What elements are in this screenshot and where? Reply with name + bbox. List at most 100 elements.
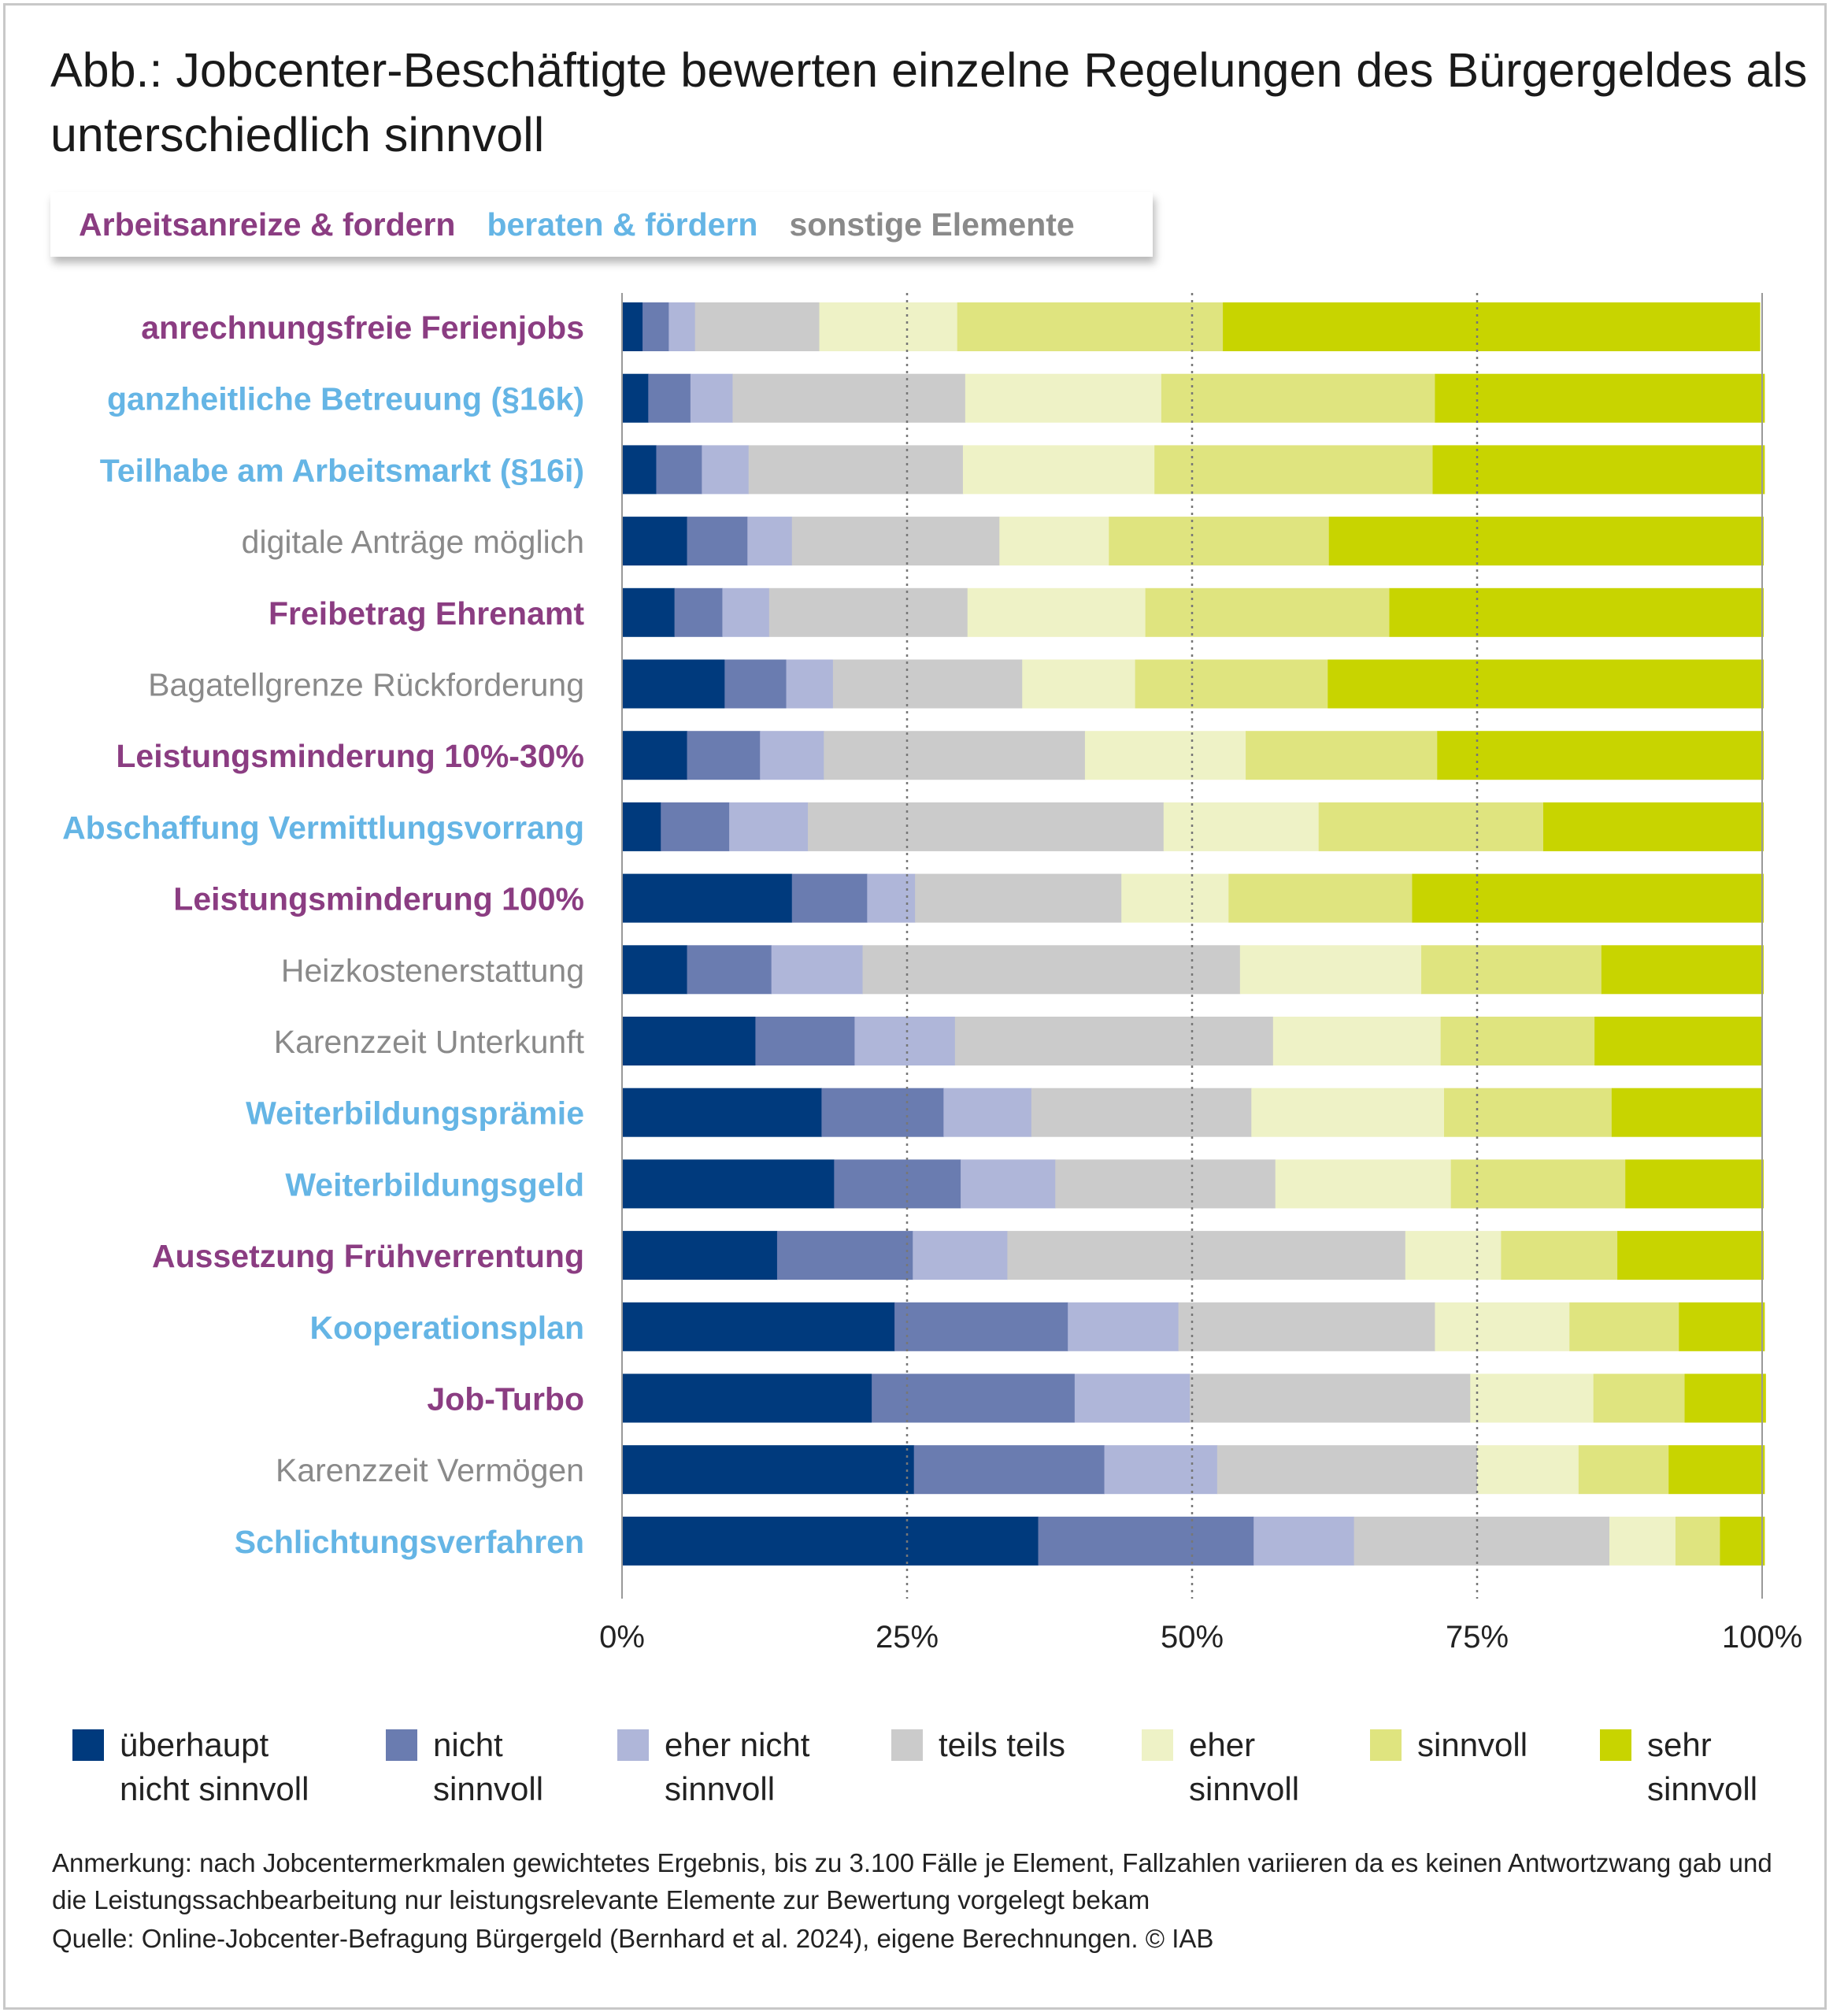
chart-title: Abb.: Jobcenter-Beschäftigte bewerten ei… bbox=[50, 43, 1808, 161]
bar-segment bbox=[1251, 1088, 1445, 1137]
bar-segment bbox=[622, 302, 643, 351]
bar-segment bbox=[1617, 1231, 1764, 1280]
legend-item-ueberhaupt-nicht-sinnvoll: überhaupt nicht sinnvoll bbox=[72, 1723, 309, 1811]
bar-segment bbox=[1084, 731, 1246, 780]
bar-segment bbox=[776, 1231, 913, 1280]
bar-segment bbox=[687, 731, 761, 780]
legend-label: sinnvoll bbox=[1417, 1726, 1528, 1763]
legend-swatch bbox=[1370, 1729, 1402, 1761]
bar-segment bbox=[1038, 1516, 1254, 1566]
bar-segment bbox=[687, 517, 748, 566]
category-label: Karenzzeit Vermögen bbox=[276, 1452, 584, 1488]
legend-item-eher-nicht-sinnvoll: eher nicht sinnvoll bbox=[617, 1723, 809, 1811]
category-label: Weiterbildungsprämie bbox=[246, 1095, 584, 1132]
bar-segment bbox=[1068, 1302, 1179, 1351]
bar-segment bbox=[1679, 1302, 1765, 1351]
bar-segment bbox=[1435, 1302, 1570, 1351]
category-label: Abschaffung Vermittlungsvorrang bbox=[62, 810, 584, 846]
bar-segment bbox=[1432, 445, 1765, 495]
bar-segment bbox=[622, 945, 688, 995]
category-legend-fordern: Arbeitsanreize & fordern bbox=[79, 206, 456, 243]
bar-segment bbox=[748, 445, 964, 495]
bar-segment bbox=[702, 445, 750, 495]
bar-segment bbox=[622, 587, 676, 637]
x-tick-label: 75% bbox=[1446, 1620, 1509, 1655]
x-tick-label: 100% bbox=[1722, 1620, 1802, 1655]
bar-segment bbox=[962, 445, 1155, 495]
bar-segment bbox=[791, 873, 868, 923]
bar-segment bbox=[1542, 802, 1764, 851]
bar-segment bbox=[622, 1373, 872, 1423]
bar-segment bbox=[1246, 731, 1438, 780]
bar-segment bbox=[1272, 1017, 1442, 1065]
bar-segment bbox=[622, 1017, 756, 1065]
bar-segment bbox=[1437, 731, 1764, 780]
bar-segment bbox=[622, 1231, 778, 1280]
legend-swatch bbox=[1142, 1729, 1173, 1761]
bar-segment bbox=[1405, 1231, 1502, 1280]
stacked-bar-chart: anrechnungsfreie Ferienjobs ganzheitliche… bbox=[62, 293, 1802, 1655]
category-legend-sonstige: sonstige Elemente bbox=[789, 206, 1075, 243]
category-label: Aussetzung Frühverrentung bbox=[152, 1238, 584, 1274]
category-label: digitale Anträge möglich bbox=[242, 524, 584, 560]
bar-segment bbox=[687, 945, 772, 995]
bar-segment bbox=[894, 1302, 1068, 1351]
category-label: Karenzzeit Unterkunft bbox=[274, 1024, 585, 1060]
bar-segment bbox=[668, 302, 696, 351]
category-label: Job-Turbo bbox=[427, 1381, 584, 1418]
legend-label: überhaupt nicht sinnvoll bbox=[120, 1726, 309, 1807]
x-tick-label: 50% bbox=[1161, 1620, 1224, 1655]
bar-segment bbox=[771, 945, 864, 995]
bar-segment bbox=[694, 302, 820, 351]
legend-label: eher sinnvoll bbox=[1189, 1726, 1300, 1807]
bar-segment bbox=[622, 1088, 822, 1137]
bar-segment bbox=[1353, 1516, 1610, 1566]
bar-segment bbox=[965, 373, 1162, 423]
bar-segment bbox=[622, 802, 661, 851]
legend-swatch bbox=[617, 1729, 649, 1761]
bar-segment bbox=[1611, 1088, 1762, 1137]
bar-segment bbox=[824, 731, 1086, 780]
bar-segment bbox=[791, 517, 1000, 566]
legend-label: nicht sinnvoll bbox=[433, 1726, 544, 1807]
bar-segment bbox=[622, 373, 649, 423]
bar-segment bbox=[724, 659, 787, 709]
bar-segment bbox=[1609, 1516, 1676, 1566]
legend-swatch bbox=[891, 1729, 923, 1761]
bar-segment bbox=[834, 1159, 961, 1209]
legend-item-nicht-sinnvoll: nicht sinnvoll bbox=[386, 1723, 543, 1811]
bar-segment bbox=[1569, 1302, 1679, 1351]
bar-segment bbox=[1435, 373, 1765, 423]
bar-segment bbox=[1578, 1445, 1669, 1495]
bar-segment bbox=[1022, 659, 1136, 709]
category-legend: Arbeitsanreize & fordern beraten & förde… bbox=[50, 192, 1153, 257]
bar-segment bbox=[1007, 1231, 1406, 1280]
bar-segment bbox=[1253, 1516, 1355, 1566]
bar-segment bbox=[999, 517, 1109, 566]
bar-segment bbox=[661, 802, 730, 851]
bar-segment bbox=[768, 587, 968, 637]
bar-segment bbox=[1501, 1231, 1618, 1280]
x-tick-label: 0% bbox=[599, 1620, 645, 1655]
bar-segment bbox=[915, 873, 1122, 923]
bar-segment bbox=[957, 302, 1224, 351]
bar-segment bbox=[1239, 945, 1422, 995]
bar-segment bbox=[862, 945, 1241, 995]
response-legend: überhaupt nicht sinnvoll nicht sinnvoll … bbox=[0, 1723, 1833, 1818]
category-label: Heizkostenerstattung bbox=[281, 952, 584, 988]
legend-item-eher-sinnvoll: eher sinnvoll bbox=[1142, 1723, 1299, 1811]
bar-segment bbox=[648, 373, 691, 423]
bar-segment bbox=[1675, 1516, 1720, 1566]
legend-label: teils teils bbox=[939, 1726, 1066, 1763]
legend-swatch bbox=[1600, 1729, 1631, 1761]
bar-segment bbox=[961, 1159, 1056, 1209]
bar-segment bbox=[1055, 1159, 1276, 1209]
bar-segment bbox=[1477, 1445, 1579, 1495]
bar-segment bbox=[1190, 1373, 1471, 1423]
bar-segment bbox=[1145, 587, 1390, 637]
category-label: Leistungsminderung 100% bbox=[173, 881, 584, 917]
bar-segment bbox=[1720, 1516, 1765, 1566]
bar-segment bbox=[819, 302, 958, 351]
bar-segment bbox=[622, 517, 688, 566]
bar-segment bbox=[943, 1088, 1032, 1137]
